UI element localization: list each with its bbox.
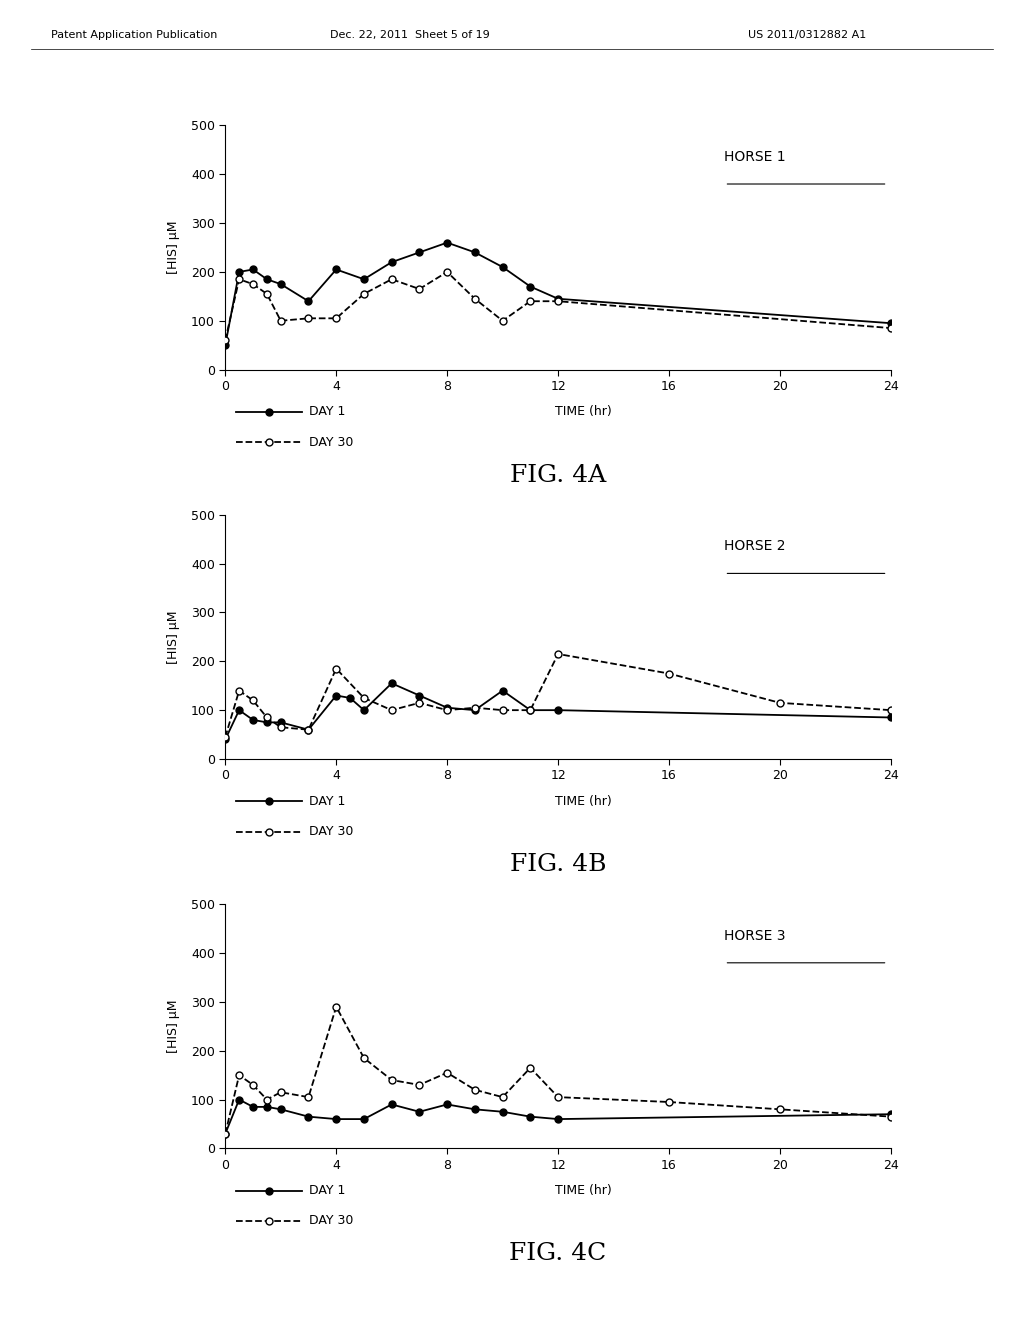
Text: DAY 1: DAY 1: [309, 1184, 346, 1197]
Text: FIG. 4B: FIG. 4B: [510, 853, 606, 876]
Text: HORSE 1: HORSE 1: [725, 149, 786, 164]
Text: DAY 1: DAY 1: [309, 795, 346, 808]
Y-axis label: [HIS] μM: [HIS] μM: [167, 610, 180, 664]
Text: Dec. 22, 2011  Sheet 5 of 19: Dec. 22, 2011 Sheet 5 of 19: [330, 30, 489, 41]
Text: HORSE 3: HORSE 3: [725, 929, 786, 942]
Text: DAY 30: DAY 30: [309, 1214, 353, 1228]
Text: TIME (hr): TIME (hr): [555, 1184, 612, 1197]
Y-axis label: [HIS] μM: [HIS] μM: [167, 220, 180, 275]
Text: FIG. 4C: FIG. 4C: [510, 1242, 606, 1266]
Y-axis label: [HIS] μM: [HIS] μM: [167, 999, 180, 1053]
Text: FIG. 4A: FIG. 4A: [510, 463, 606, 487]
Text: HORSE 2: HORSE 2: [725, 540, 786, 553]
Text: DAY 1: DAY 1: [309, 405, 346, 418]
Text: TIME (hr): TIME (hr): [555, 405, 612, 418]
Text: TIME (hr): TIME (hr): [555, 795, 612, 808]
Text: US 2011/0312882 A1: US 2011/0312882 A1: [748, 30, 865, 41]
Text: Patent Application Publication: Patent Application Publication: [51, 30, 217, 41]
Text: DAY 30: DAY 30: [309, 436, 353, 449]
Text: DAY 30: DAY 30: [309, 825, 353, 838]
